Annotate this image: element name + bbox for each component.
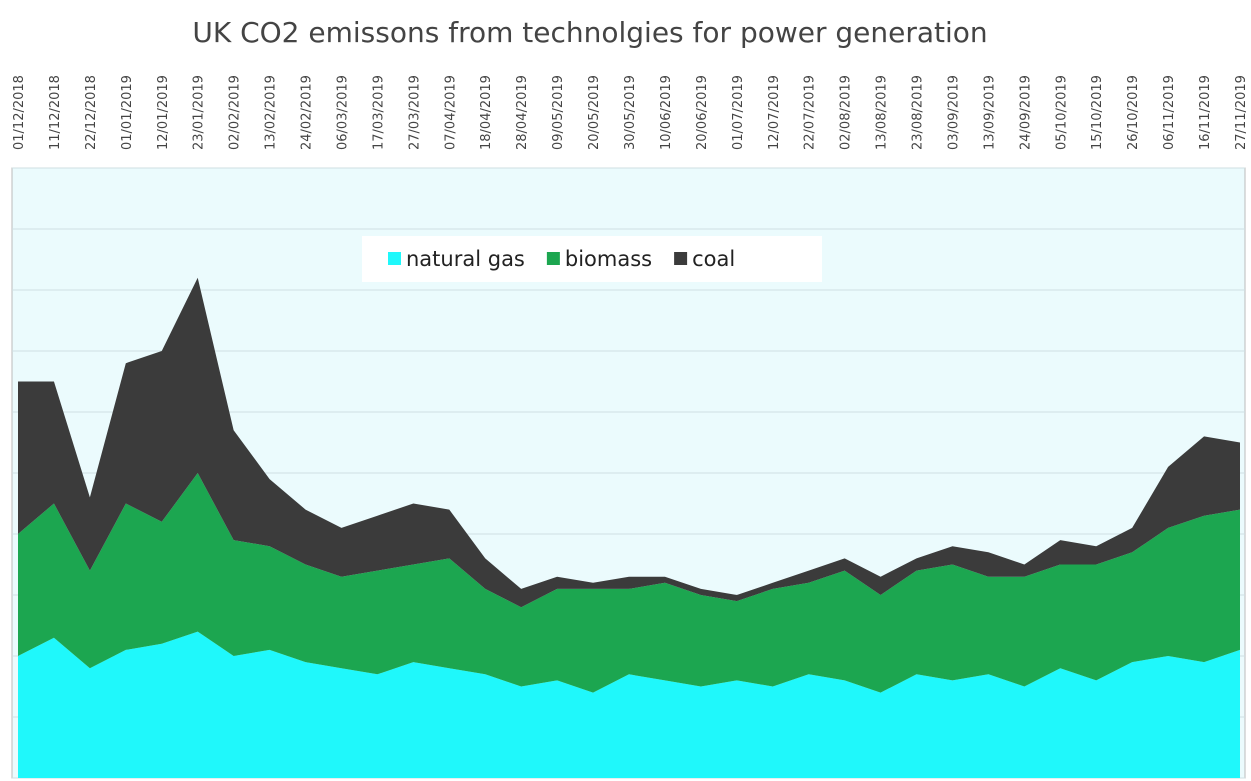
area — [18, 277, 1240, 608]
area — [18, 631, 1240, 778]
area — [18, 473, 1240, 693]
x-tick-label: 05/10/2019 — [1054, 75, 1069, 150]
legend-swatch — [546, 252, 560, 265]
x-tick-label: 27/11/2019 — [1234, 75, 1249, 150]
x-tick-label: 01/07/2019 — [731, 75, 746, 150]
chart-title: UK CO2 emissons from technolgies for pow… — [192, 16, 987, 49]
x-tick-label: 13/08/2019 — [875, 75, 890, 150]
x-tick-label: 27/03/2019 — [407, 75, 422, 150]
x-tick-label: 10/06/2019 — [659, 75, 674, 150]
legend-box — [362, 236, 822, 282]
x-tick-label: 20/05/2019 — [587, 75, 602, 150]
x-tick-label: 30/05/2019 — [623, 75, 638, 150]
x-tick-label: 22/07/2019 — [803, 75, 818, 150]
legend-swatch — [388, 252, 401, 265]
x-tick-label: 18/04/2019 — [479, 75, 494, 150]
x-tick-label: 01/01/2019 — [120, 75, 135, 150]
legend-swatch — [674, 252, 688, 265]
legend-label: biomass — [565, 247, 652, 271]
legend-label: coal — [692, 247, 735, 271]
x-tick-label: 01/12/2018 — [12, 75, 27, 150]
x-tick-label: 07/04/2019 — [443, 75, 458, 150]
x-tick-label: 02/08/2019 — [839, 75, 854, 150]
x-tick-label: 09/05/2019 — [551, 75, 566, 150]
x-tick-label: 06/11/2019 — [1162, 75, 1177, 150]
x-tick-label: 24/09/2019 — [1018, 75, 1033, 150]
x-tick-label: 16/11/2019 — [1198, 75, 1213, 150]
x-tick-label: 03/09/2019 — [946, 75, 961, 150]
x-tick-label: 26/10/2019 — [1126, 75, 1141, 150]
x-tick-label: 17/03/2019 — [371, 75, 386, 150]
x-tick-label: 23/08/2019 — [911, 75, 926, 150]
x-tick-label: 06/03/2019 — [335, 75, 350, 150]
x-tick-label: 02/02/2019 — [228, 75, 243, 150]
x-tick-label: 11/12/2018 — [48, 75, 63, 150]
x-tick-label: 28/04/2019 — [515, 75, 530, 150]
x-tick-label: 20/06/2019 — [695, 75, 710, 150]
x-tick-label: 15/10/2019 — [1090, 75, 1105, 150]
x-tick-label: 12/01/2019 — [156, 75, 171, 150]
x-tick-label: 23/01/2019 — [192, 75, 207, 150]
x-tick-label: 13/02/2019 — [264, 75, 279, 150]
legend-label: natural gas — [406, 247, 525, 271]
x-tick-label: 13/09/2019 — [982, 75, 997, 150]
x-tick-label: 22/12/2018 — [84, 75, 99, 150]
x-tick-label: 24/02/2019 — [300, 75, 315, 150]
x-tick-label: 12/07/2019 — [767, 75, 782, 150]
